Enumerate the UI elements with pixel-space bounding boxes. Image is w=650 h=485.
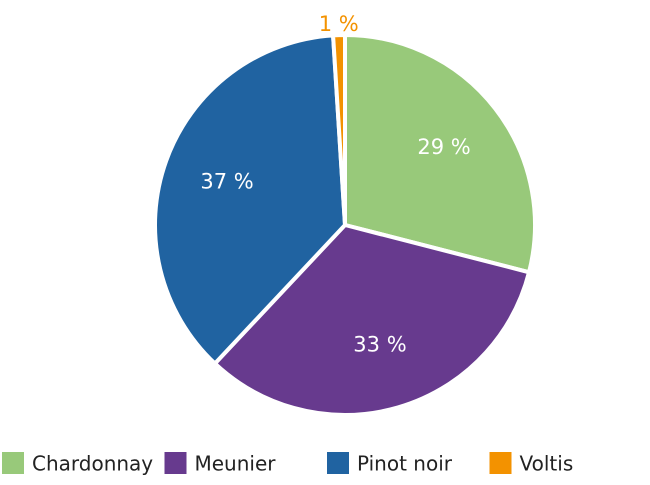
legend-swatch	[327, 452, 349, 474]
data-label: 37 %	[200, 170, 253, 194]
pie-slice	[330, 32, 347, 226]
legend-label: Meunier	[195, 452, 277, 476]
legend-swatch	[164, 452, 187, 474]
data-label: 29 %	[417, 135, 470, 159]
pie-slice	[153, 33, 348, 367]
data-label: 33 %	[353, 332, 406, 356]
legend-swatch	[2, 452, 24, 474]
data-label: 1 %	[319, 12, 359, 36]
legend-label: Chardonnay	[32, 452, 153, 476]
legend-swatch	[489, 452, 512, 474]
legend-label: Voltis	[520, 452, 574, 476]
legend-label: Pinot noir	[357, 452, 453, 476]
pie-slice	[212, 222, 532, 417]
pie-slice	[343, 32, 537, 275]
